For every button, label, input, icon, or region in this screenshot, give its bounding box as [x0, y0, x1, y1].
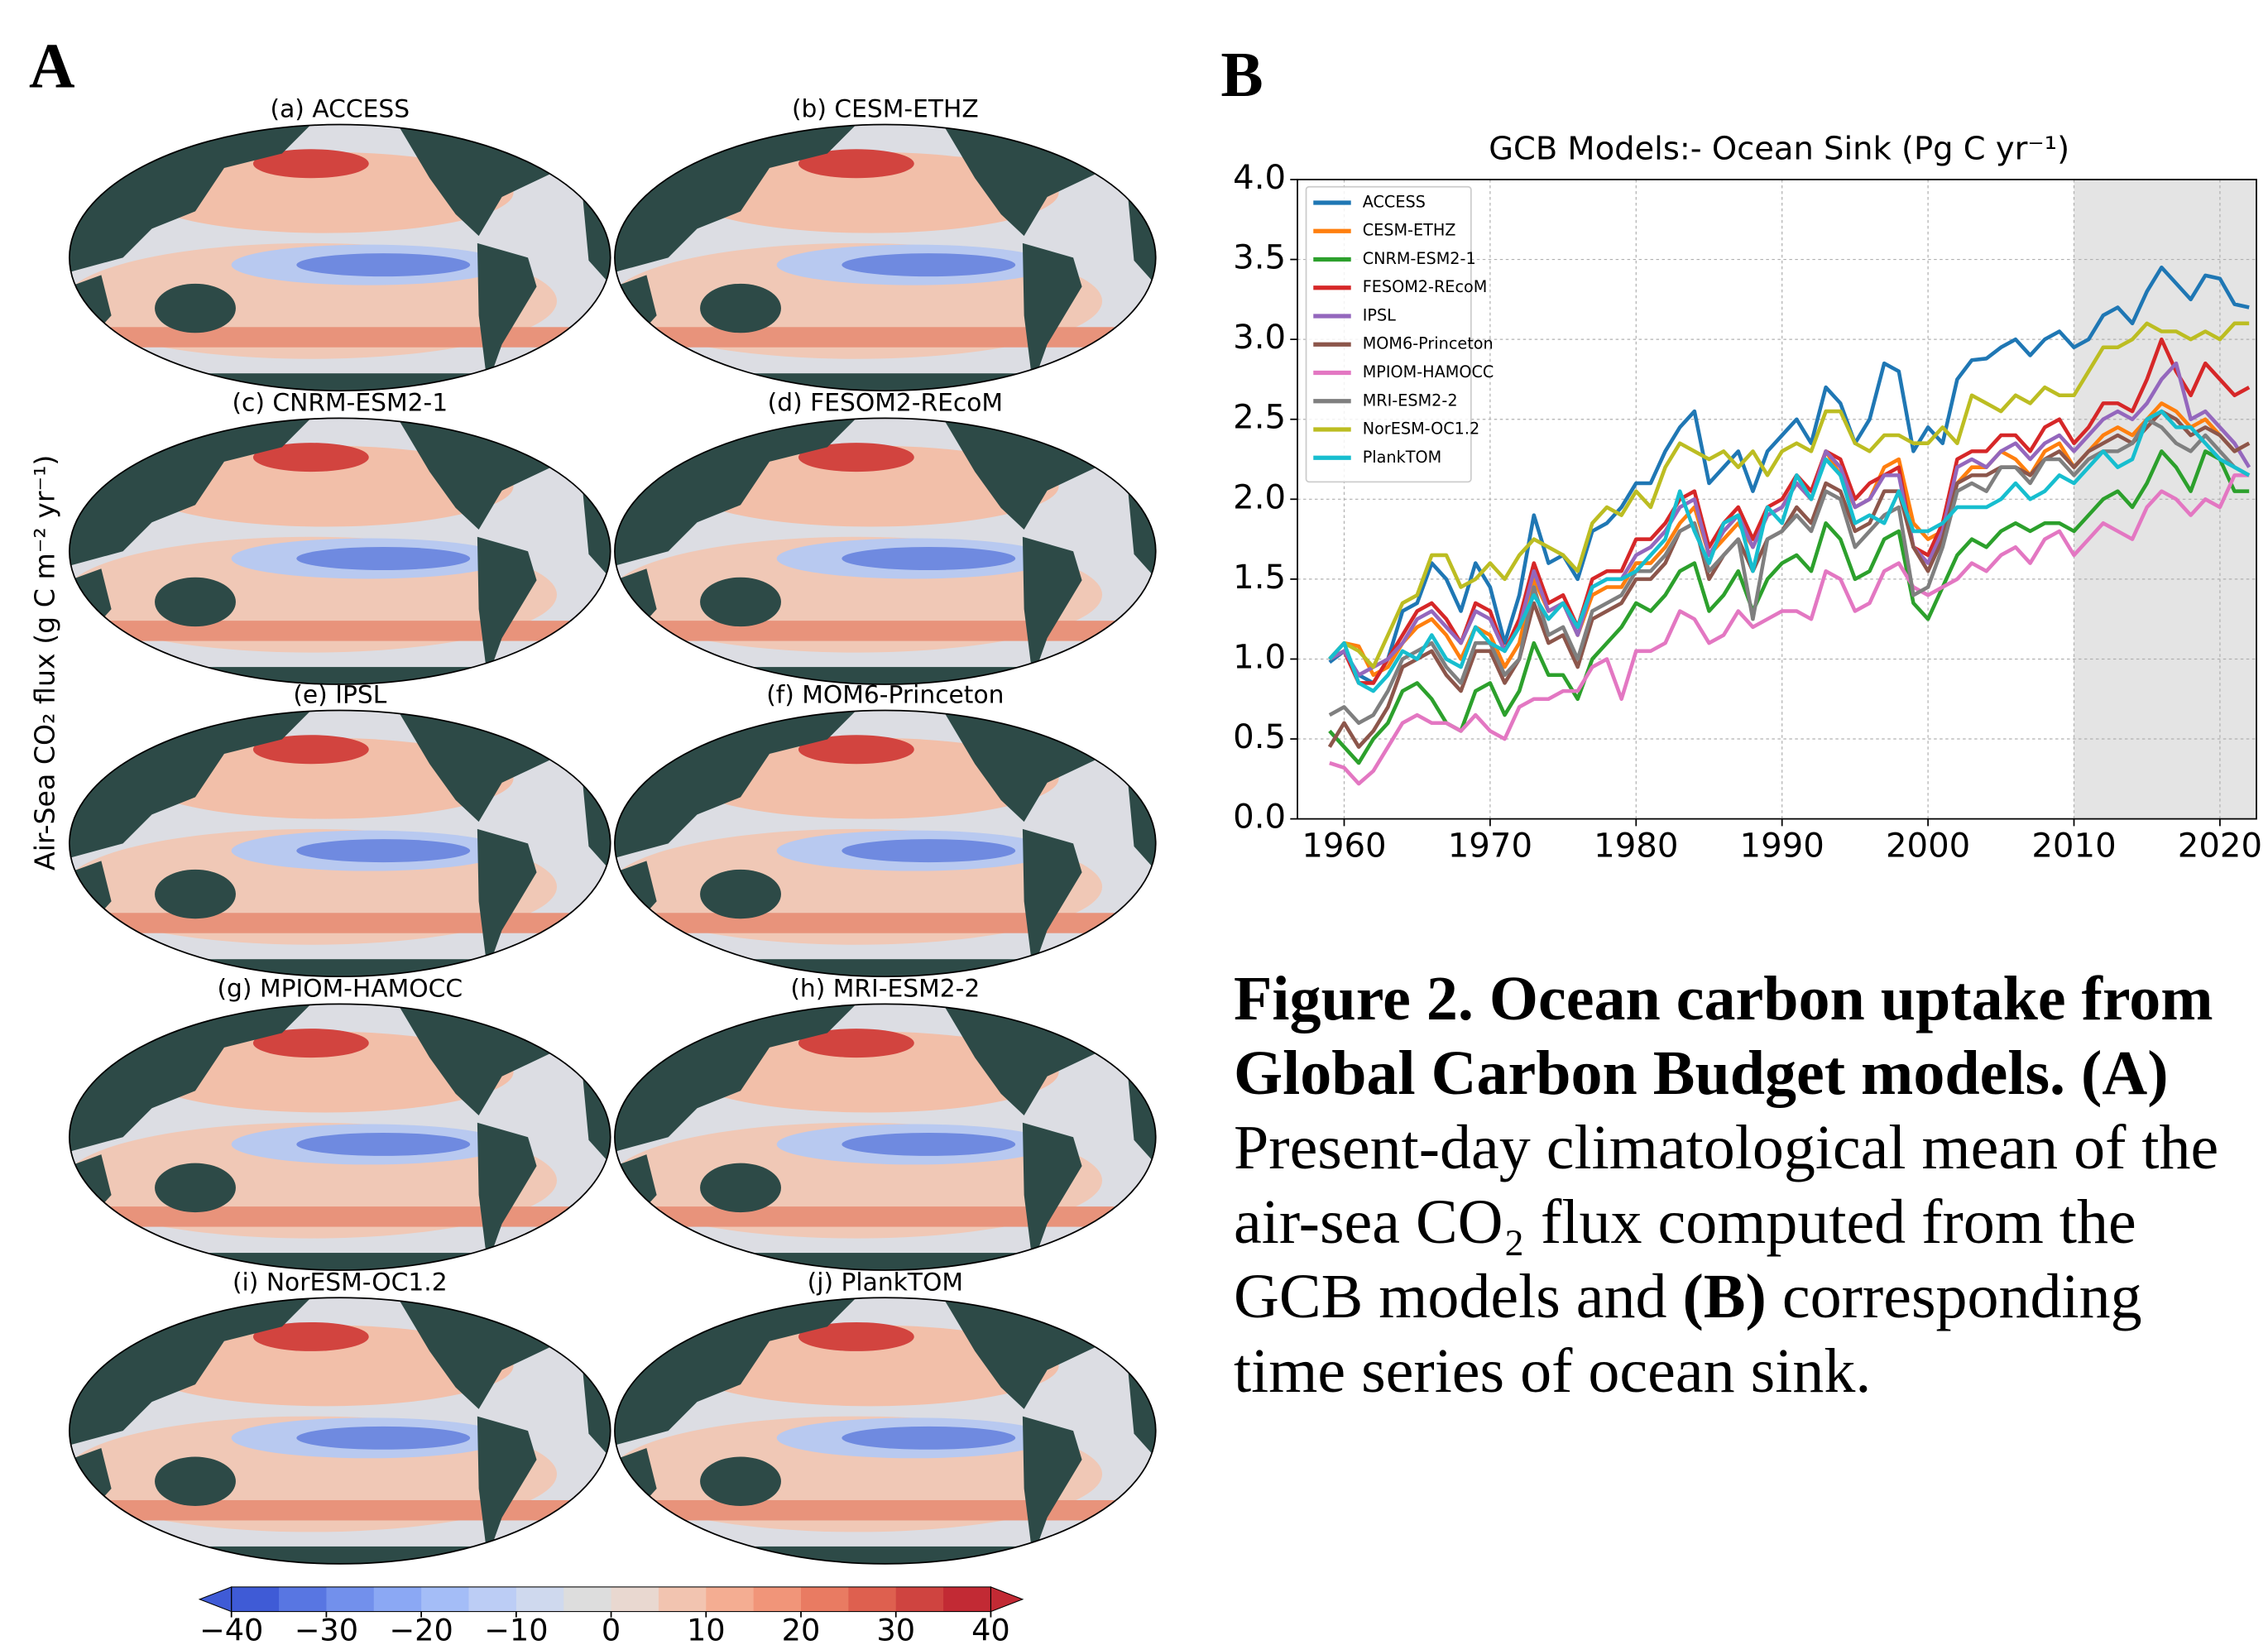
colorbar-segment: [943, 1587, 991, 1612]
x-tick-label: 2020: [2178, 827, 2262, 866]
y-tick-label: 2.5: [1233, 399, 1286, 437]
colorbar-tick-label: −30: [295, 1613, 358, 1645]
colorbar-segment: [896, 1587, 944, 1612]
map-title: (e) IPSL: [293, 681, 386, 710]
colorbar-tick-label: −40: [199, 1613, 263, 1645]
map: [611, 1000, 1160, 1274]
legend-label: MOM6-Princeton: [1363, 334, 1494, 353]
colorbar-tick-label: 20: [782, 1613, 821, 1645]
map-title: (h) MRI-ESM2-2: [790, 974, 980, 1003]
colorbar-segment: [279, 1587, 327, 1612]
colorbar-segment: [516, 1587, 564, 1612]
colorbar-segment: [563, 1587, 611, 1612]
caption-panel: (B): [1683, 1262, 1767, 1331]
map: [65, 1000, 615, 1274]
x-tick-label: 1980: [1594, 827, 1678, 866]
map-title: (i) NorESM-OC1.2: [233, 1268, 448, 1297]
x-tick-label: 1990: [1740, 827, 1824, 866]
y-tick-label: 4.0: [1233, 159, 1286, 197]
colorbar-segment: [421, 1587, 469, 1612]
colorbar-segment: [468, 1587, 516, 1612]
map: [611, 1293, 1160, 1568]
colorbar-extend: [990, 1587, 1022, 1612]
caption-panel: (A): [2081, 1038, 2169, 1108]
y-tick-label: 3.0: [1233, 319, 1286, 357]
map: [611, 120, 1160, 395]
legend-label: PlankTOM: [1363, 448, 1441, 467]
colorbar-segment: [754, 1587, 802, 1612]
map: [611, 706, 1160, 981]
map-title: (g) MPIOM-HAMOCC: [217, 974, 463, 1003]
caption: Figure 2. Ocean carbon uptake from Globa…: [1234, 962, 2268, 1408]
colorbar-segment: [326, 1587, 374, 1612]
legend-label: CESM-ETHZ: [1363, 221, 1456, 240]
colorbar-tick-label: 0: [602, 1613, 621, 1645]
y-tick-label: 2.0: [1233, 478, 1286, 516]
map-title: (c) CNRM-ESM2-1: [232, 388, 448, 417]
colorbar-segment: [611, 1587, 659, 1612]
x-tick-label: 2000: [1886, 827, 1970, 866]
y-tick-label: 0.0: [1233, 799, 1286, 837]
map: [65, 706, 615, 981]
legend-label: MRI-ESM2-2: [1363, 391, 1458, 410]
colorbar-tick-label: −10: [484, 1613, 548, 1645]
x-tick-label: 1960: [1302, 827, 1386, 866]
colorbar-segment: [659, 1587, 707, 1612]
y-tick-label: 3.5: [1233, 239, 1286, 277]
colorbar-segment: [374, 1587, 422, 1612]
legend-label: IPSL: [1363, 305, 1396, 324]
map: [65, 414, 615, 688]
x-tick-label: 1970: [1448, 827, 1532, 866]
legend-label: ACCESS: [1363, 192, 1426, 211]
map: [65, 1293, 615, 1568]
legend-label: FESOM2-REcoM: [1363, 277, 1488, 296]
y-tick-label: 0.5: [1233, 718, 1286, 756]
legend-label: CNRM-ESM2-1: [1363, 249, 1476, 268]
y-axis-label: Air-Sea CO₂ flux (g C m⁻² yr⁻¹): [28, 455, 60, 870]
panel-label: B: [1220, 39, 1263, 110]
colorbar-segment: [801, 1587, 849, 1612]
chart-title: GCB Models:- Ocean Sink (Pg C yr⁻¹): [1489, 131, 2069, 168]
y-tick-label: 1.0: [1233, 638, 1286, 676]
colorbar-extend: [199, 1587, 231, 1612]
panel-label: A: [29, 30, 75, 101]
colorbar-tick-label: −20: [389, 1613, 453, 1645]
legend-label: MPIOM-HAMOCC: [1363, 362, 1494, 381]
x-tick-label: 2010: [2031, 827, 2116, 866]
map: [65, 120, 615, 395]
map-title: (j) PlankTOM: [808, 1268, 963, 1297]
map-title: (b) CESM-ETHZ: [792, 95, 979, 124]
y-tick-label: 1.5: [1233, 559, 1286, 597]
page: A B Air-Sea CO₂ flux (g C m⁻² yr⁻¹) GCB …: [0, 0, 2268, 1645]
map-title: (a) ACCESS: [271, 95, 410, 124]
map: [611, 414, 1160, 688]
caption-title: Figure 2. Ocean carbon uptake from Globa…: [1234, 964, 2213, 1108]
colorbar-tick-label: 40: [971, 1613, 1010, 1645]
legend-label: NorESM-OC1.2: [1363, 420, 1480, 439]
map-title: (d) FESOM2-REcoM: [768, 388, 1003, 417]
colorbar-tick-label: 10: [687, 1613, 726, 1645]
colorbar-segment: [848, 1587, 896, 1612]
colorbar-segment: [232, 1587, 280, 1612]
map-title: (f) MOM6-Princeton: [766, 681, 1004, 710]
colorbar-tick-label: 30: [876, 1613, 915, 1645]
colorbar-segment: [706, 1587, 754, 1612]
